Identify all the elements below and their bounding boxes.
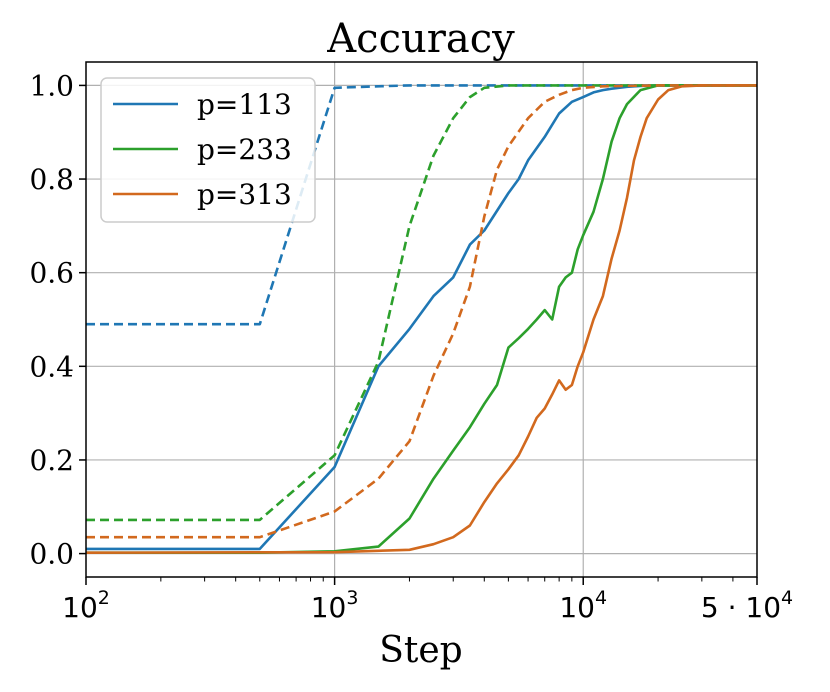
x-tick-label: 102	[62, 587, 110, 624]
x-tick-base: 5 · 10	[701, 591, 781, 624]
x-tick-label: 104	[559, 587, 607, 624]
legend: p=113 p=233 p=313	[100, 77, 316, 223]
x-axis-label: Step	[379, 630, 462, 671]
y-tick-label: 0.6	[29, 257, 74, 290]
x-tick-label: 5 · 104	[701, 587, 793, 624]
x-tick-base: 10	[311, 591, 347, 624]
plot-frame	[85, 61, 758, 578]
x-tick-exponent: 2	[98, 587, 110, 609]
series-line-p-313-dashed-	[86, 84, 757, 539]
series-line-p-233-dashed-	[86, 84, 757, 522]
y-tick-label: 0.0	[29, 538, 74, 571]
y-tick-label: 0.8	[29, 163, 74, 196]
x-tick-base: 10	[62, 591, 98, 624]
x-tick-base: 10	[559, 591, 595, 624]
x-tick-exponent: 3	[346, 587, 358, 609]
series-layer	[85, 84, 757, 555]
series-line-p-313	[85, 84, 757, 555]
x-axis-ticks: 102 103 104 5 · 104	[62, 577, 793, 624]
legend-label: p=233	[197, 133, 292, 166]
series-line-p-233	[86, 84, 757, 555]
x-tick-exponent: 4	[781, 587, 793, 609]
y-axis-ticks: 0.0 0.2 0.4 0.6 0.8 1.0	[29, 69, 86, 571]
x-tick-exponent: 4	[595, 587, 607, 609]
legend-box	[100, 77, 316, 223]
y-tick-label: 1.0	[29, 69, 74, 102]
y-tick-label: 0.2	[29, 444, 74, 477]
y-tick-label: 0.4	[29, 350, 74, 383]
legend-label: p=113	[197, 88, 292, 121]
x-tick-label: 103	[311, 587, 359, 624]
chart-title: Accuracy	[326, 16, 515, 62]
legend-label: p=313	[197, 178, 292, 211]
